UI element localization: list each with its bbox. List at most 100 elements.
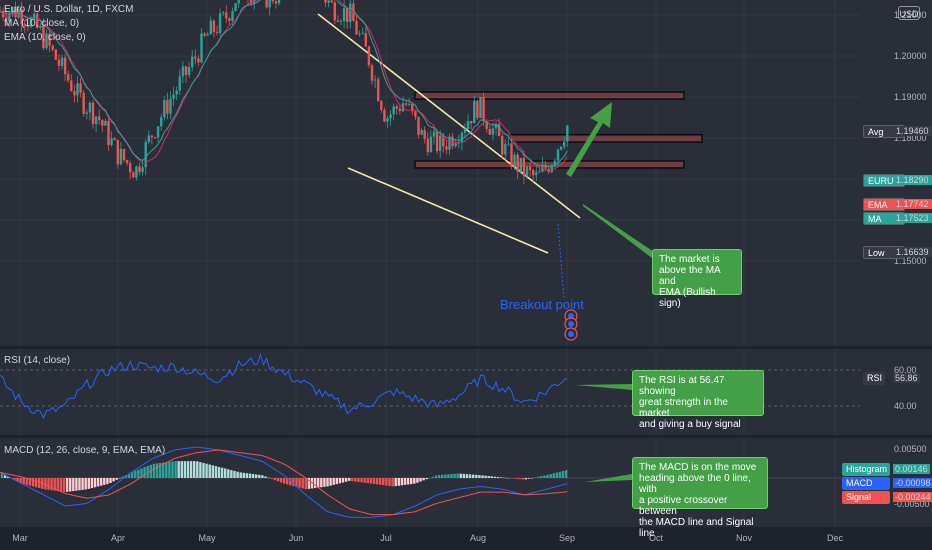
bullish-arrow xyxy=(566,102,612,177)
hist-bar-176 xyxy=(546,474,549,478)
hist-bar-162 xyxy=(503,477,506,479)
candle-4 xyxy=(11,6,14,18)
hist-bar-51 xyxy=(158,463,162,478)
hist-bar-55 xyxy=(171,461,174,478)
candle-19 xyxy=(57,54,61,72)
price-tag-value-ma: 1.17523 xyxy=(893,213,932,223)
hist-bar-182 xyxy=(565,470,568,478)
hist-bar-68 xyxy=(211,465,214,478)
hist-bar-171 xyxy=(530,478,534,479)
hist-bar-139 xyxy=(431,476,435,478)
hist-bar-107 xyxy=(332,478,335,485)
hist-bar-50 xyxy=(155,463,159,478)
candle-142 xyxy=(439,130,442,159)
hist-bar-177 xyxy=(549,474,552,478)
hist-bar-181 xyxy=(561,470,565,478)
currency-button[interactable]: USD xyxy=(898,6,920,20)
hist-bar-26 xyxy=(81,478,84,490)
hist-bar-109 xyxy=(338,478,342,484)
candle-182 xyxy=(563,137,566,150)
candle-170 xyxy=(525,165,529,179)
hist-bar-149 xyxy=(462,473,466,478)
hist-bar-168 xyxy=(521,478,524,480)
macd-line xyxy=(0,446,568,518)
candle-33 xyxy=(101,119,104,133)
y-label-1.15000: 1.15000 xyxy=(894,256,927,266)
candle-29 xyxy=(88,100,92,121)
hist-bar-76 xyxy=(236,471,239,478)
hist-bar-89 xyxy=(276,478,280,482)
hist-bar-123 xyxy=(382,478,385,486)
ma-legend: MA (10, close, 0) xyxy=(4,18,80,29)
pane-dividers xyxy=(0,346,932,550)
candle-169 xyxy=(522,151,526,185)
candle-20 xyxy=(60,55,64,70)
hist-bar-117 xyxy=(363,478,366,483)
hist-bar-65 xyxy=(202,462,205,478)
hist-bar-152 xyxy=(472,474,475,478)
hist-bar-144 xyxy=(447,474,450,478)
hist-bar-60 xyxy=(186,461,190,478)
hist-bar-62 xyxy=(193,461,196,478)
hist-bar-63 xyxy=(196,461,199,478)
hist-bar-86 xyxy=(267,477,270,479)
hist-bar-110 xyxy=(341,478,345,483)
candle-168 xyxy=(519,157,522,175)
candle-34 xyxy=(104,118,107,126)
hist-bar-38 xyxy=(118,478,121,479)
hist-bar-102 xyxy=(317,478,320,488)
candle-108 xyxy=(333,0,336,25)
hist-bar-91 xyxy=(282,478,286,484)
candle-39 xyxy=(119,142,123,166)
candle-12 xyxy=(36,10,39,29)
candle-123 xyxy=(380,99,383,113)
candle-27 xyxy=(82,90,85,117)
market-box-pointer xyxy=(583,204,654,258)
hist-bar-115 xyxy=(357,478,360,482)
hist-bar-66 xyxy=(205,463,208,478)
candle-115 xyxy=(355,15,358,36)
hist-bar-161 xyxy=(499,477,503,478)
candle-155 xyxy=(479,96,482,119)
hist-bar-36 xyxy=(112,478,115,482)
price-tag-value-low: 1.16639 xyxy=(893,247,932,257)
hist-bar-165 xyxy=(512,478,515,479)
price-tag-value-ema: 1.17742 xyxy=(893,199,932,209)
hist-bar-105 xyxy=(326,478,329,487)
candle-149 xyxy=(460,130,464,151)
hist-bar-0 xyxy=(0,473,4,478)
hist-bar-167 xyxy=(518,478,521,480)
candle-146 xyxy=(451,132,454,150)
candle-86 xyxy=(265,0,268,9)
hist-bar-77 xyxy=(239,472,242,478)
candle-44 xyxy=(135,165,138,181)
hist-bar-113 xyxy=(351,478,354,482)
candle-73 xyxy=(225,5,228,24)
candle-110 xyxy=(339,18,343,26)
candle-76 xyxy=(234,3,237,12)
hist-bar-150 xyxy=(465,474,469,478)
lower-trendline xyxy=(347,167,549,254)
candle-11 xyxy=(32,10,36,21)
candle-128 xyxy=(395,104,398,116)
hist-bar-73 xyxy=(227,469,230,478)
x-label-sep: Sep xyxy=(559,533,575,543)
hist-bar-41 xyxy=(127,473,131,478)
candle-49 xyxy=(150,134,154,145)
hist-bar-31 xyxy=(96,478,100,487)
macd-box-line-1: The MACD is on the move xyxy=(639,462,757,473)
rsi-y-label-60.00: 60.00 xyxy=(894,365,917,375)
candle-144 xyxy=(445,139,448,155)
candle-125 xyxy=(386,115,389,129)
candle-166 xyxy=(513,151,516,170)
candle-68 xyxy=(209,16,212,35)
breakout-badge-2 xyxy=(564,327,578,341)
candle-134 xyxy=(414,110,417,121)
hist-bar-44 xyxy=(137,469,140,478)
candle-7 xyxy=(20,1,23,32)
candle-16 xyxy=(48,30,51,52)
macd-box-line-2: heading above the 0 line, with xyxy=(639,473,751,495)
hist-bar-104 xyxy=(323,478,326,487)
hist-bar-120 xyxy=(372,478,376,484)
